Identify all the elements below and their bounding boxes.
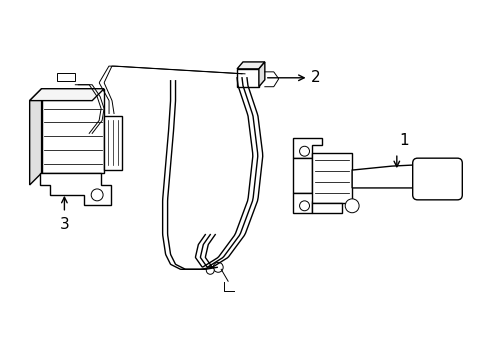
FancyBboxPatch shape <box>412 158 461 200</box>
Circle shape <box>91 189 103 201</box>
Circle shape <box>213 262 223 272</box>
Polygon shape <box>312 203 342 213</box>
Bar <box>57 73 75 81</box>
Polygon shape <box>351 165 431 188</box>
Polygon shape <box>312 153 351 203</box>
Polygon shape <box>237 69 258 87</box>
Text: 2: 2 <box>310 70 320 85</box>
Polygon shape <box>292 138 322 158</box>
Circle shape <box>206 266 214 274</box>
Polygon shape <box>40 173 111 205</box>
Circle shape <box>299 201 309 211</box>
Text: 1: 1 <box>399 133 408 148</box>
Polygon shape <box>292 193 322 213</box>
Polygon shape <box>41 89 104 173</box>
Circle shape <box>345 199 358 213</box>
Circle shape <box>299 146 309 156</box>
Polygon shape <box>104 116 122 170</box>
Polygon shape <box>30 89 41 185</box>
Text: 3: 3 <box>60 217 69 232</box>
Polygon shape <box>292 158 312 193</box>
Polygon shape <box>30 89 104 100</box>
Polygon shape <box>258 62 264 87</box>
Polygon shape <box>237 62 264 69</box>
